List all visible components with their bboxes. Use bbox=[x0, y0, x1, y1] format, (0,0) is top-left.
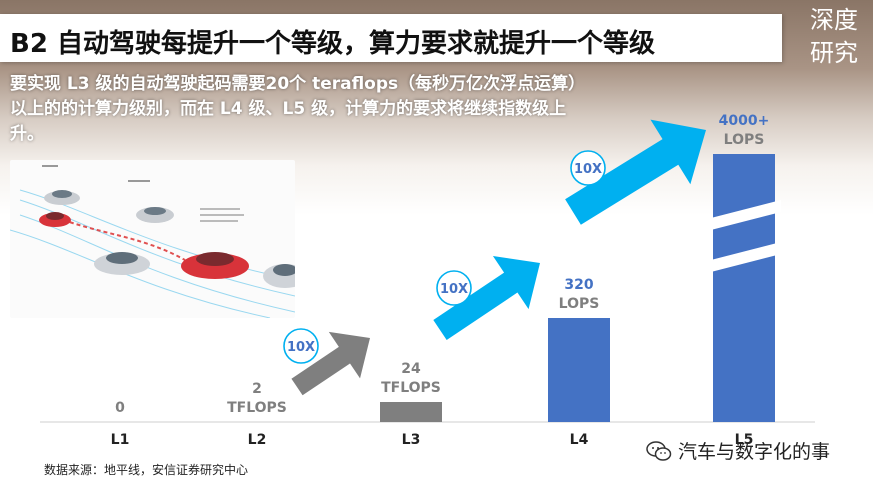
bar-l5 bbox=[713, 154, 775, 422]
data-label: TFLOPS bbox=[381, 380, 441, 396]
data-label: 2 bbox=[252, 381, 262, 397]
x-tick-label: L5 bbox=[735, 432, 754, 448]
slide-title: B2 自动驾驶每提升一个等级，算力要求就提升一个等级 bbox=[10, 29, 655, 59]
multiplier-badge bbox=[436, 270, 472, 306]
multiplier-label: 10X bbox=[287, 340, 315, 355]
data-label: 24 bbox=[401, 361, 421, 377]
data-label: LOPS bbox=[559, 296, 600, 312]
x-tick-label: L1 bbox=[111, 432, 130, 448]
growth-arrow-l3-l4 bbox=[433, 256, 540, 340]
axis-break-1 bbox=[707, 200, 781, 231]
car-red-2 bbox=[181, 252, 249, 279]
corner-label-line-1: 深度 bbox=[810, 6, 858, 34]
bar-l4 bbox=[548, 318, 610, 422]
title-bar: B2 自动驾驶每提升一个等级，算力要求就提升一个等级 bbox=[0, 14, 782, 62]
car-silver-1 bbox=[44, 190, 80, 205]
x-tick-label: L4 bbox=[570, 432, 589, 448]
watermark: 汽车与数字化的事 bbox=[646, 437, 830, 464]
data-label: 320 bbox=[564, 277, 593, 293]
multiplier-label: 10X bbox=[574, 162, 602, 177]
car-silver-3 bbox=[94, 252, 150, 275]
x-tick-label: L3 bbox=[402, 432, 421, 448]
car-red-1 bbox=[39, 212, 71, 227]
data-label: LOPS bbox=[724, 132, 765, 148]
car-silver-2 bbox=[136, 207, 174, 223]
multiplier-badge bbox=[283, 328, 319, 364]
wechat-icon bbox=[646, 440, 672, 461]
source-note: 数据来源：地平线，安信证券研究中心 bbox=[44, 463, 249, 477]
x-tick-label: L2 bbox=[248, 432, 267, 448]
growth-arrow-l4-l5 bbox=[565, 119, 706, 225]
autonomous-cars-illustration bbox=[10, 160, 295, 318]
watermark-text: 汽车与数字化的事 bbox=[678, 441, 831, 463]
data-label: 4000+ bbox=[719, 113, 770, 129]
corner-label: 深度 研究 bbox=[800, 4, 868, 70]
axis-break-2 bbox=[707, 242, 781, 273]
growth-arrow-l2-l3 bbox=[291, 331, 370, 396]
car-silver-4 bbox=[263, 264, 295, 288]
data-label: TFLOPS bbox=[227, 400, 287, 416]
corner-label-line-2: 研究 bbox=[810, 39, 858, 67]
intro-text: 要实现 L3 级的自动驾驶起码需要20个 teraflops（每秒万亿次浮点运算… bbox=[10, 74, 586, 144]
bar-l3 bbox=[380, 402, 442, 422]
multiplier-label: 10X bbox=[440, 282, 468, 297]
multiplier-badge bbox=[570, 150, 606, 186]
data-label: 0 bbox=[115, 400, 125, 416]
